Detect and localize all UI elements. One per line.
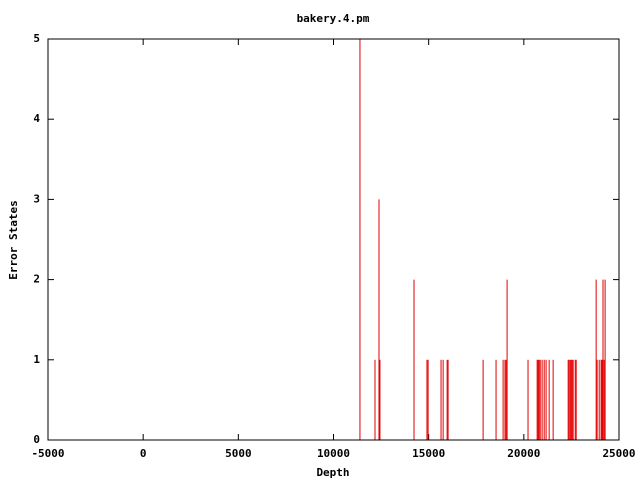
y-tick-label: 5	[33, 32, 40, 45]
x-tick-label: 0	[140, 447, 147, 460]
x-tick-label: 10000	[317, 447, 350, 460]
x-tick-label: -5000	[31, 447, 64, 460]
y-tick-label: 0	[33, 433, 40, 446]
x-tick-label: 25000	[602, 447, 635, 460]
y-axis-label: Error States	[7, 200, 20, 279]
plot-border	[47, 38, 620, 441]
y-tick-label: 3	[33, 192, 40, 205]
x-tick-label: 20000	[507, 447, 540, 460]
x-axis-label: Depth	[316, 466, 349, 479]
y-tick-label: 1	[33, 353, 40, 366]
y-tick-label: 2	[33, 273, 40, 286]
x-tick-label: 5000	[225, 447, 252, 460]
y-tick-label: 4	[33, 112, 40, 125]
x-tick-label: 15000	[412, 447, 445, 460]
chart-title: bakery.4.pm	[297, 12, 370, 25]
